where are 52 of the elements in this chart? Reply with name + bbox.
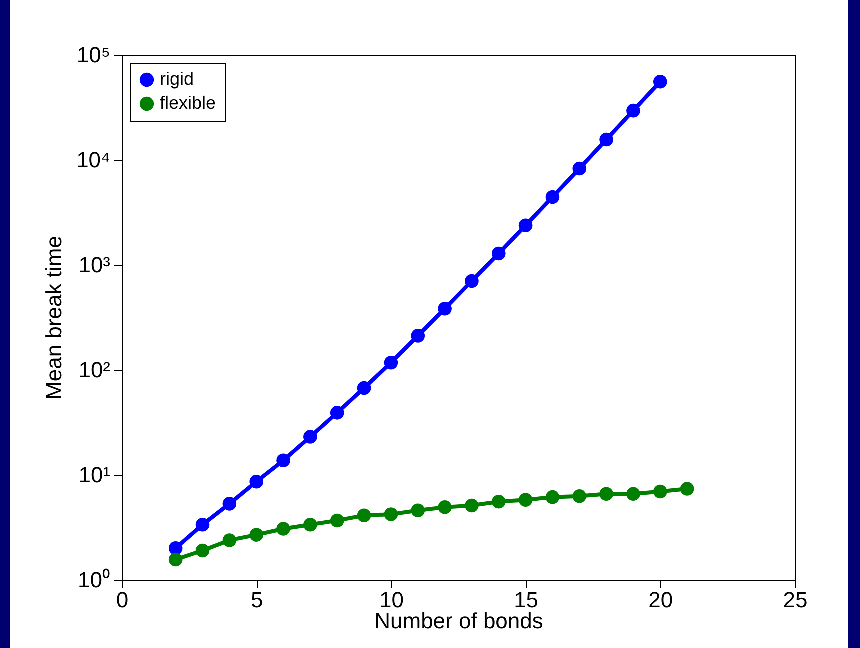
point — [276, 522, 290, 536]
point — [626, 104, 640, 118]
point — [357, 508, 372, 523]
y-tick-label: 10⁴ — [76, 148, 110, 172]
point — [168, 542, 183, 556]
point — [600, 132, 614, 147]
point — [330, 406, 344, 420]
x-tick-label: 20 — [648, 588, 674, 612]
point — [384, 508, 398, 522]
point — [196, 544, 210, 558]
point — [250, 528, 264, 542]
x-tick-label: 25 — [783, 588, 808, 612]
point — [304, 518, 318, 532]
point — [276, 454, 290, 468]
point — [438, 302, 452, 316]
point — [680, 482, 694, 496]
point — [357, 381, 372, 396]
point — [518, 493, 533, 507]
point — [654, 74, 668, 89]
point — [304, 430, 318, 444]
point — [330, 514, 344, 528]
x-tick-label: 5 — [250, 588, 264, 612]
point — [222, 534, 237, 548]
point — [384, 356, 398, 370]
point — [626, 487, 640, 501]
point — [572, 489, 587, 504]
point — [411, 329, 426, 343]
point — [168, 552, 183, 567]
point — [600, 487, 614, 501]
point — [250, 475, 264, 489]
point — [492, 494, 506, 509]
point — [196, 518, 210, 532]
point — [465, 498, 479, 513]
legend-label: rigid — [160, 69, 194, 89]
point — [572, 162, 587, 176]
point — [222, 497, 237, 511]
point — [654, 484, 668, 499]
point — [546, 190, 560, 204]
point — [492, 246, 506, 261]
point — [518, 218, 533, 233]
legend-label: flexible — [160, 93, 216, 113]
point — [438, 500, 452, 514]
x-tick-label: 0 — [116, 588, 129, 612]
point — [546, 490, 560, 504]
point — [411, 504, 426, 518]
y-tick-label: 10² — [78, 358, 110, 382]
y-axis-title: Mean break time — [42, 236, 67, 400]
y-tick-label: 10¹ — [78, 462, 110, 488]
y-tick-label: 10³ — [78, 252, 110, 278]
point — [465, 274, 479, 288]
y-tick-label: 10⁰ — [78, 568, 110, 592]
y-tick-label: 10⁵ — [76, 42, 110, 68]
